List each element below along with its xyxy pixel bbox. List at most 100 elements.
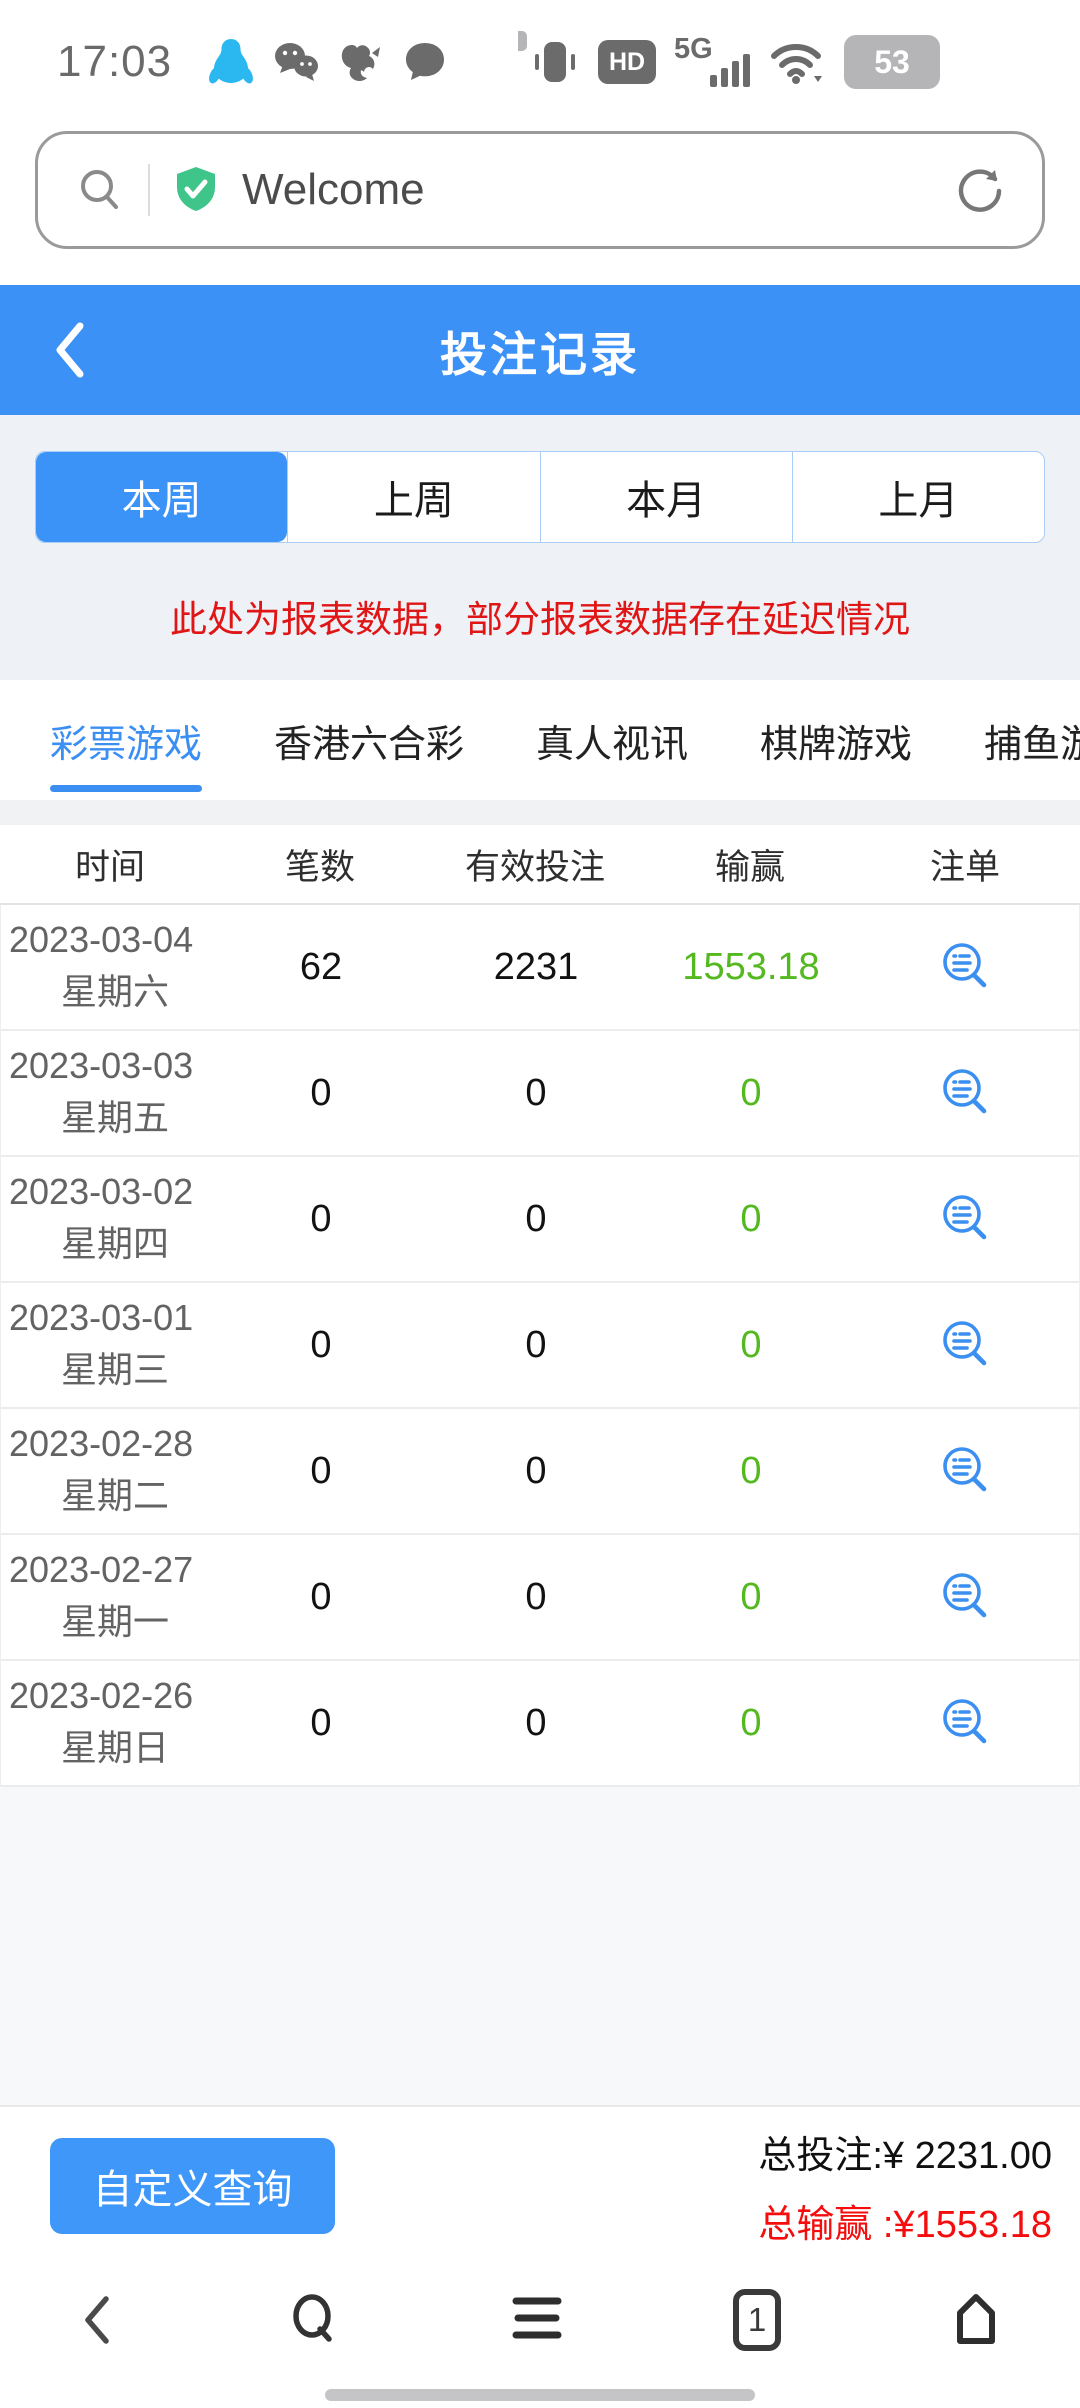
weekday-text: 星期三: [60, 1349, 169, 1390]
weekday-text: 星期六: [60, 971, 169, 1012]
bet-count-cell: 0: [310, 1197, 332, 1240]
secure-shield-icon: [177, 167, 215, 211]
total-bet-text: 总投注:¥ 2231.00: [758, 2135, 1052, 2177]
browser-url-row: Welcome: [0, 110, 1080, 270]
date-cell: 2023-03-03 星期五: [1, 1045, 221, 1141]
date-text: 2023-02-26: [9, 1675, 194, 1716]
weekday-text: 星期日: [60, 1727, 169, 1768]
wifi-icon: [771, 44, 822, 84]
valid-bet-cell: 0: [525, 1701, 547, 1744]
bet-count-cell: 62: [299, 945, 343, 988]
browser-nav-bar: 1: [0, 2265, 1080, 2408]
chevron-left-icon: [56, 322, 84, 378]
nav-back-button[interactable]: [78, 2289, 118, 2351]
squirrel-icon: [341, 45, 381, 81]
search-icon: [81, 170, 118, 209]
note-search-icon: [943, 1195, 987, 1240]
page-title: 投注记录: [440, 327, 640, 381]
column-header: 笔数: [284, 847, 355, 887]
category-tab-1[interactable]: 香港六合彩: [274, 723, 465, 766]
view-notes-button[interactable]: [851, 1064, 1079, 1122]
note-search-icon: [943, 1573, 987, 1618]
bet-count-cell: 0: [310, 1071, 332, 1114]
period-tab-2[interactable]: 本月: [539, 452, 792, 542]
divider: [148, 164, 150, 216]
date-text: 2023-02-28: [9, 1423, 194, 1464]
table-row: 2023-03-01 星期三 0 0 0: [1, 1283, 1079, 1409]
column-header: 注单: [929, 847, 1000, 887]
valid-bet-cell: 0: [525, 1575, 547, 1618]
vibrate-icon: [535, 42, 575, 82]
system-status-icons: HD 5G 53: [518, 31, 950, 91]
nav-menu-button[interactable]: [512, 2289, 564, 2351]
address-bar[interactable]: Welcome: [35, 131, 1045, 249]
category-tab-3[interactable]: 棋牌游戏: [760, 723, 913, 766]
nav-tabs-button[interactable]: 1: [733, 2289, 781, 2351]
table-header-row: 时间 笔数 有效投注 输赢 注单: [0, 825, 1080, 905]
column-header: 输赢: [714, 847, 785, 887]
total-winloss-text: 总输赢 :¥1553.18: [758, 2204, 1052, 2246]
custom-query-button[interactable]: 自定义查询: [50, 2138, 335, 2234]
site-title[interactable]: Welcome: [242, 165, 425, 214]
note-search-icon: [943, 943, 987, 988]
weekday-text: 星期一: [60, 1601, 169, 1642]
back-button[interactable]: [48, 285, 92, 415]
period-tab-0[interactable]: 本周: [36, 452, 288, 542]
refresh-icon[interactable]: [954, 164, 1006, 216]
table-body: 2023-03-04 星期六 62 2231 1553.18 2023-03-03 星期五…: [0, 905, 1080, 1787]
win-loss-cell: 0: [740, 1449, 762, 1492]
clock: 17:03: [57, 37, 173, 86]
report-delay-notice: 此处为报表数据，部分报表数据存在延迟情况: [170, 599, 910, 640]
note-search-icon: [943, 1447, 987, 1492]
date-cell: 2023-03-02 星期四: [1, 1171, 221, 1267]
view-notes-button[interactable]: [851, 1694, 1079, 1752]
period-tab-1[interactable]: 上周: [287, 452, 539, 542]
date-text: 2023-03-02: [9, 1171, 194, 1212]
view-notes-button[interactable]: [851, 1568, 1079, 1626]
date-cell: 2023-02-27 星期一: [1, 1549, 221, 1645]
table-row: 2023-03-03 星期五 0 0 0: [1, 1031, 1079, 1157]
category-tab-4[interactable]: 捕鱼游戏: [984, 723, 1080, 766]
date-cell: 2023-03-04 星期六: [1, 919, 221, 1015]
period-tab-group: 本周 上周 本月 上月: [35, 451, 1045, 543]
date-cell: 2023-03-01 星期三: [1, 1297, 221, 1393]
view-notes-button[interactable]: [851, 1316, 1079, 1374]
valid-bet-cell: 0: [525, 1071, 547, 1114]
date-cell: 2023-02-28 星期二: [1, 1423, 221, 1519]
view-notes-button[interactable]: [851, 1442, 1079, 1500]
gesture-handle[interactable]: [325, 2389, 755, 2401]
bet-count-cell: 0: [310, 1701, 332, 1744]
tab-count-icon: 1: [733, 2289, 781, 2351]
battery-icon: 53: [844, 35, 940, 89]
category-tab-0[interactable]: 彩票游戏: [50, 680, 203, 800]
win-loss-cell: 0: [740, 1323, 762, 1366]
category-tab-2[interactable]: 真人视讯: [536, 723, 689, 766]
weekday-text: 星期二: [60, 1475, 169, 1516]
nav-home-button[interactable]: [950, 2289, 1002, 2351]
summary-footer: 自定义查询 总投注:¥ 2231.00 总输赢 :¥1553.18: [0, 2105, 1080, 2265]
note-search-icon: [943, 1321, 987, 1366]
nav-back-icon: [85, 2296, 109, 2344]
note-search-icon: [943, 1699, 987, 1744]
nav-search-button[interactable]: [287, 2289, 343, 2351]
table-row: 2023-02-27 星期一 0 0 0: [1, 1535, 1079, 1661]
valid-bet-cell: 0: [525, 1197, 547, 1240]
nav-home-icon: [957, 2294, 995, 2344]
view-notes-button[interactable]: [851, 938, 1079, 996]
chat-bubble-icon: [406, 43, 445, 80]
win-loss-cell: 0: [740, 1701, 762, 1744]
game-category-tabs: 彩票游戏 香港六合彩 真人视讯 棋牌游戏 捕鱼游戏: [0, 680, 1080, 800]
bet-count-cell: 0: [310, 1575, 332, 1618]
win-loss-cell: 0: [740, 1575, 762, 1618]
date-text: 2023-03-04: [9, 919, 194, 960]
valid-bet-cell: 0: [525, 1449, 547, 1492]
bet-count-cell: 0: [310, 1323, 332, 1366]
win-loss-cell: 0: [740, 1071, 762, 1114]
weekday-text: 星期五: [60, 1097, 169, 1138]
qq-penguin-icon: [209, 39, 254, 84]
period-tab-3[interactable]: 上月: [791, 452, 1044, 542]
empty-area: [0, 1787, 1080, 2105]
signal-bars: [710, 54, 750, 87]
valid-bet-cell: 2231: [493, 945, 579, 988]
view-notes-button[interactable]: [851, 1190, 1079, 1248]
